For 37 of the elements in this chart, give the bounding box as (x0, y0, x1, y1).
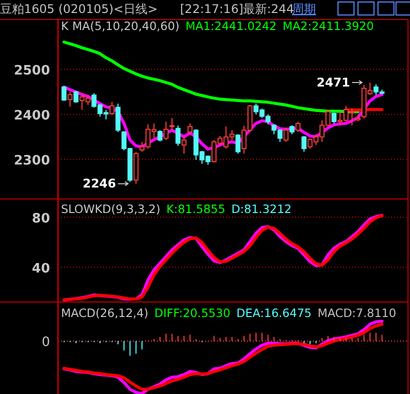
candlestick (302, 136, 306, 152)
text: DEA:16.6475 (236, 306, 312, 320)
candlestick (188, 122, 192, 136)
candlestick (110, 101, 114, 116)
annotation: K:81.5855 (166, 202, 226, 216)
chart-title: MACD(26,12,4) (61, 306, 148, 320)
annotation: D:81.3212 (231, 202, 292, 216)
y-tick-label: 80 (32, 211, 50, 226)
text: [22:17:16] (180, 2, 244, 16)
annotation: 2471 (316, 75, 350, 90)
candlestick (164, 121, 168, 141)
candlestick (116, 103, 120, 132)
candlestick (332, 112, 336, 124)
chart-title: K MA(5,10,20,40,60) (61, 19, 180, 33)
text: MACD:7.8110 (318, 306, 396, 320)
candlestick (158, 130, 162, 142)
candlestick (296, 121, 300, 132)
line-series (62, 86, 384, 151)
annotation: 2246 (82, 176, 116, 191)
y-tick-label: 2400 (14, 108, 50, 124)
ref-line-label: 0 (42, 335, 50, 350)
y-tick-label: 2500 (14, 63, 50, 78)
candlestick (284, 127, 288, 142)
text: DIFF:20.5530 (154, 306, 230, 320)
y-tick-label: 2300 (14, 153, 50, 168)
annotation: MA2:2411.3920 (282, 19, 374, 33)
y-tick-label: 40 (32, 261, 50, 276)
candlestick (182, 136, 186, 154)
candlestick (62, 86, 66, 102)
annotation: MA1:2441.0242 (185, 19, 277, 33)
candlestick (236, 134, 240, 154)
candlestick (68, 91, 72, 108)
chart-title: SLOWKD(9,3,3,2) (61, 202, 160, 216)
text: 周期 (292, 2, 316, 16)
candlestick (176, 125, 180, 146)
text: 豆粕1605 (020105)<日线> (0, 2, 158, 16)
candlestick (170, 118, 174, 131)
